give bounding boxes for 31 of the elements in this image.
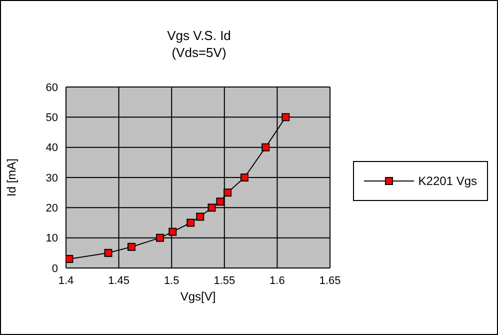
point	[262, 143, 270, 152]
point	[66, 254, 74, 263]
x-tick-label: 1.5	[164, 274, 180, 287]
x-tick-label: 1.4	[58, 274, 74, 287]
y-tick-label: 30	[46, 172, 58, 184]
point	[208, 204, 216, 212]
x-tick-label: 1.45	[108, 274, 130, 287]
point	[156, 234, 164, 242]
point	[216, 198, 224, 206]
y-tick-label: 0	[52, 262, 58, 275]
chart-subtitle: (Vds=5V)	[170, 44, 228, 61]
x-tick-label: 1.6	[270, 274, 285, 287]
x-tick-label: 1.55	[214, 274, 236, 287]
point	[240, 174, 248, 182]
y-tick-label: 60	[46, 82, 58, 94]
point	[186, 218, 195, 227]
point	[282, 113, 290, 122]
point	[168, 228, 177, 236]
y-axis-title: Id [mA]	[4, 158, 18, 197]
point	[127, 242, 136, 251]
y-tick-label: 50	[46, 112, 58, 124]
x-axis-title: Vgs[V]	[180, 290, 216, 304]
point	[104, 248, 112, 257]
y-tick-label: 20	[46, 202, 58, 215]
y-tick-label: 40	[46, 142, 58, 154]
chart-title: Vgs V.S. Id	[166, 27, 232, 44]
point	[224, 188, 232, 197]
y-tick-label: 10	[46, 232, 58, 245]
legend-label: K2201 Vgs	[418, 174, 477, 188]
x-tick-label: 1.65	[319, 274, 341, 287]
point	[196, 212, 204, 221]
